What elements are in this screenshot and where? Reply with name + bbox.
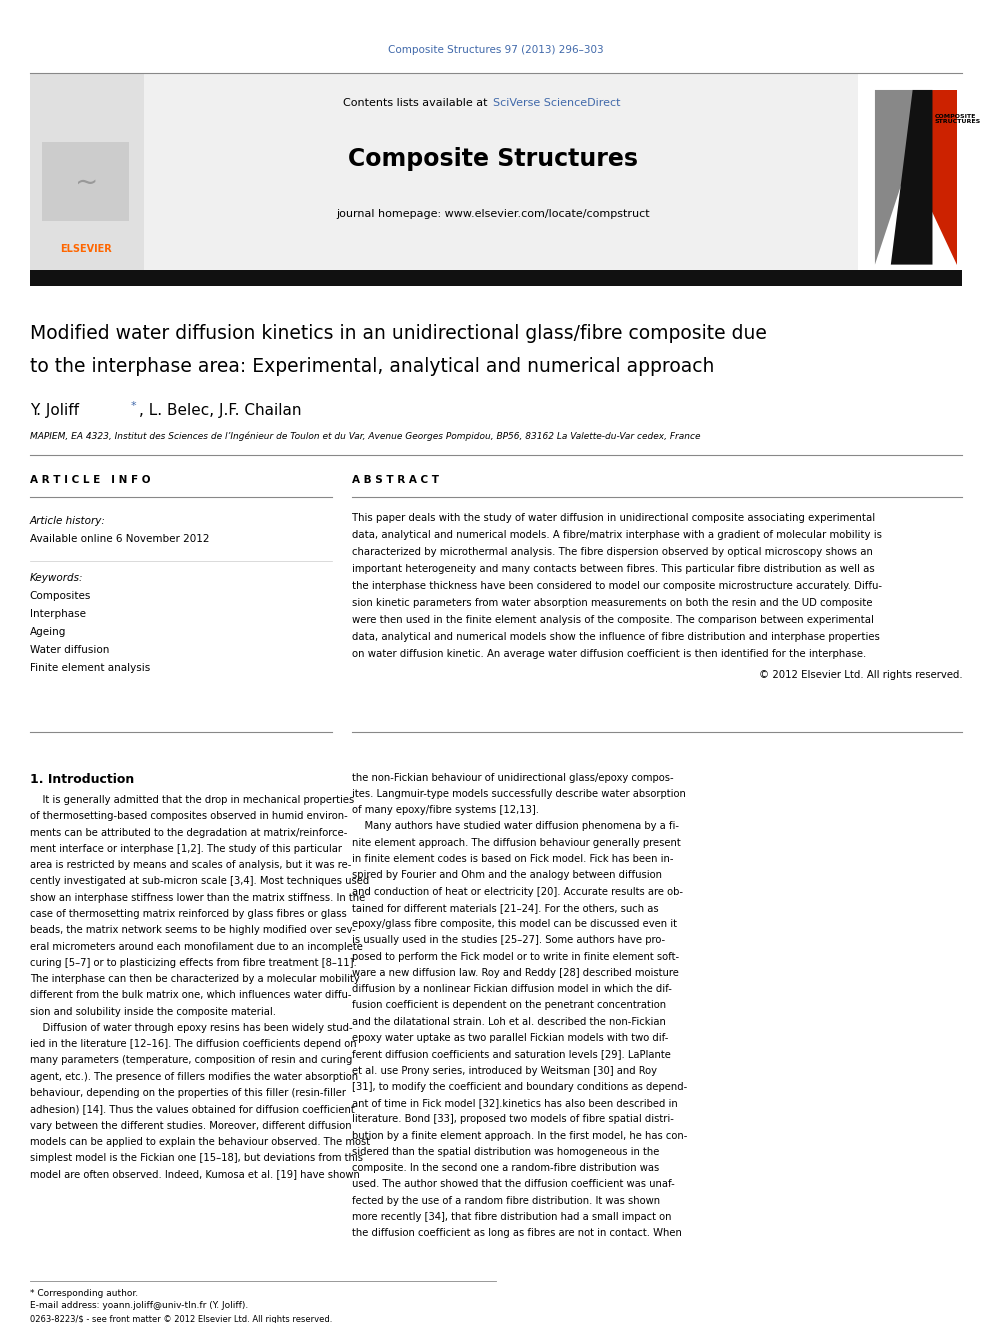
Text: area is restricted by means and scales of analysis, but it was re-: area is restricted by means and scales o… <box>30 860 351 871</box>
Bar <box>42 142 129 221</box>
Text: sion and solubility inside the composite material.: sion and solubility inside the composite… <box>30 1007 276 1016</box>
Text: diffusion by a nonlinear Fickian diffusion model in which the dif-: diffusion by a nonlinear Fickian diffusi… <box>352 984 672 994</box>
Text: Composite Structures 97 (2013) 296–303: Composite Structures 97 (2013) 296–303 <box>388 45 604 56</box>
Text: , L. Belec, J.F. Chailan: , L. Belec, J.F. Chailan <box>139 402 302 418</box>
Text: many parameters (temperature, composition of resin and curing: many parameters (temperature, compositio… <box>30 1056 352 1065</box>
Text: eral micrometers around each monofilament due to an incomplete: eral micrometers around each monofilamen… <box>30 942 363 951</box>
Text: fected by the use of a random fibre distribution. It was shown: fected by the use of a random fibre dist… <box>352 1196 661 1205</box>
Text: ied in the literature [12–16]. The diffusion coefficients depend on: ied in the literature [12–16]. The diffu… <box>30 1039 356 1049</box>
Text: Modified water diffusion kinetics in an unidirectional glass/fibre composite due: Modified water diffusion kinetics in an … <box>30 324 767 343</box>
Text: data, analytical and numerical models. A fibre/matrix interphase with a gradient: data, analytical and numerical models. A… <box>352 531 882 540</box>
Text: different from the bulk matrix one, which influences water diffu-: different from the bulk matrix one, whic… <box>30 991 351 1000</box>
Text: data, analytical and numerical models show the influence of fibre distribution a: data, analytical and numerical models sh… <box>352 632 880 642</box>
Bar <box>30 74 858 275</box>
Text: important heterogeneity and many contacts between fibres. This particular fibre : important heterogeneity and many contact… <box>352 564 875 574</box>
Text: SciVerse ScienceDirect: SciVerse ScienceDirect <box>493 98 621 108</box>
Text: ~: ~ <box>74 168 98 197</box>
Text: The interphase can then be characterized by a molecular mobility: The interphase can then be characterized… <box>30 974 359 984</box>
Text: ment interface or interphase [1,2]. The study of this particular: ment interface or interphase [1,2]. The … <box>30 844 342 853</box>
Bar <box>858 74 962 275</box>
Text: epoxy/glass fibre composite, this model can be discussed even it: epoxy/glass fibre composite, this model … <box>352 919 678 929</box>
Text: characterized by microthermal analysis. The fibre dispersion observed by optical: characterized by microthermal analysis. … <box>352 548 873 557</box>
Text: Contents lists available at: Contents lists available at <box>343 98 491 108</box>
Text: journal homepage: www.elsevier.com/locate/compstruct: journal homepage: www.elsevier.com/locat… <box>336 209 650 220</box>
Text: E-mail address: yoann.joliff@univ-tln.fr (Y. Joliff).: E-mail address: yoann.joliff@univ-tln.fr… <box>30 1301 248 1310</box>
Text: ments can be attributed to the degradation at matrix/reinforce-: ments can be attributed to the degradati… <box>30 828 347 837</box>
Text: fusion coefficient is dependent on the penetrant concentration: fusion coefficient is dependent on the p… <box>352 1000 667 1011</box>
Text: A B S T R A C T: A B S T R A C T <box>352 475 439 486</box>
Text: the diffusion coefficient as long as fibres are not in contact. When: the diffusion coefficient as long as fib… <box>352 1228 682 1238</box>
Text: cently investigated at sub-micron scale [3,4]. Most techniques used: cently investigated at sub-micron scale … <box>30 876 369 886</box>
Text: posed to perform the Fick model or to write in finite element soft-: posed to perform the Fick model or to wr… <box>352 951 680 962</box>
Text: COMPOSITE
STRUCTURES: COMPOSITE STRUCTURES <box>934 114 981 124</box>
Text: the non-Fickian behaviour of unidirectional glass/epoxy compos-: the non-Fickian behaviour of unidirectio… <box>352 773 674 783</box>
Text: Y. Joliff: Y. Joliff <box>30 402 78 418</box>
Text: beads, the matrix network seems to be highly modified over sev-: beads, the matrix network seems to be hi… <box>30 925 355 935</box>
Text: Ageing: Ageing <box>30 627 66 638</box>
Text: et al. use Prony series, introduced by Weitsman [30] and Roy: et al. use Prony series, introduced by W… <box>352 1065 657 1076</box>
Text: ELSEVIER: ELSEVIER <box>61 243 112 254</box>
Text: * Corresponding author.: * Corresponding author. <box>30 1289 138 1298</box>
Text: model are often observed. Indeed, Kumosa et al. [19] have shown: model are often observed. Indeed, Kumosa… <box>30 1170 360 1179</box>
Text: It is generally admitted that the drop in mechanical properties: It is generally admitted that the drop i… <box>30 795 354 806</box>
Text: of thermosetting-based composites observed in humid environ-: of thermosetting-based composites observ… <box>30 811 347 822</box>
Text: and the dilatational strain. Loh et al. described the non-Fickian: and the dilatational strain. Loh et al. … <box>352 1016 666 1027</box>
Polygon shape <box>875 90 932 265</box>
Text: tained for different materials [21–24]. For the others, such as: tained for different materials [21–24]. … <box>352 902 659 913</box>
Text: ferent diffusion coefficients and saturation levels [29]. LaPlante: ferent diffusion coefficients and satura… <box>352 1049 671 1060</box>
Text: composite. In the second one a random-fibre distribution was: composite. In the second one a random-fi… <box>352 1163 660 1174</box>
Text: in finite element codes is based on Fick model. Fick has been in-: in finite element codes is based on Fick… <box>352 853 674 864</box>
Text: Composite Structures: Composite Structures <box>348 147 638 171</box>
Text: 1. Introduction: 1. Introduction <box>30 773 134 786</box>
Text: ant of time in Fick model [32].kinetics has also been described in: ant of time in Fick model [32].kinetics … <box>352 1098 678 1109</box>
Text: the interphase thickness have been considered to model our composite microstruct: the interphase thickness have been consi… <box>352 581 882 591</box>
Polygon shape <box>891 90 932 265</box>
Text: simplest model is the Fickian one [15–18], but deviations from this: simplest model is the Fickian one [15–18… <box>30 1154 363 1163</box>
Text: *: * <box>131 401 137 411</box>
Text: of many epoxy/fibre systems [12,13].: of many epoxy/fibre systems [12,13]. <box>352 806 540 815</box>
Text: Many authors have studied water diffusion phenomena by a fi-: Many authors have studied water diffusio… <box>352 822 680 831</box>
Text: This paper deals with the study of water diffusion in unidirectional composite a: This paper deals with the study of water… <box>352 513 875 524</box>
Polygon shape <box>875 90 957 265</box>
Text: Water diffusion: Water diffusion <box>30 646 109 655</box>
Text: Available online 6 November 2012: Available online 6 November 2012 <box>30 534 209 545</box>
Text: show an interphase stiffness lower than the matrix stiffness. In the: show an interphase stiffness lower than … <box>30 893 365 902</box>
Text: ware a new diffusion law. Roy and Reddy [28] described moisture: ware a new diffusion law. Roy and Reddy … <box>352 968 680 978</box>
Text: nite element approach. The diffusion behaviour generally present: nite element approach. The diffusion beh… <box>352 837 681 848</box>
Text: Keywords:: Keywords: <box>30 573 83 583</box>
Text: sion kinetic parameters from water absorption measurements on both the resin and: sion kinetic parameters from water absor… <box>352 598 873 609</box>
Text: adhesion) [14]. Thus the values obtained for diffusion coefficient: adhesion) [14]. Thus the values obtained… <box>30 1105 354 1114</box>
Text: 0263-8223/$ - see front matter © 2012 Elsevier Ltd. All rights reserved.: 0263-8223/$ - see front matter © 2012 El… <box>30 1315 332 1323</box>
Text: Diffusion of water through epoxy resins has been widely stud-: Diffusion of water through epoxy resins … <box>30 1023 352 1033</box>
Text: models can be applied to explain the behaviour observed. The most: models can be applied to explain the beh… <box>30 1136 370 1147</box>
Text: agent, etc.). The presence of fillers modifies the water absorption: agent, etc.). The presence of fillers mo… <box>30 1072 358 1082</box>
Text: curing [5–7] or to plasticizing effects from fibre treatment [8–11].: curing [5–7] or to plasticizing effects … <box>30 958 356 968</box>
Text: © 2012 Elsevier Ltd. All rights reserved.: © 2012 Elsevier Ltd. All rights reserved… <box>759 669 962 680</box>
Text: to the interphase area: Experimental, analytical and numerical approach: to the interphase area: Experimental, an… <box>30 357 714 376</box>
Text: literature. Bond [33], proposed two models of fibre spatial distri-: literature. Bond [33], proposed two mode… <box>352 1114 674 1125</box>
Text: Interphase: Interphase <box>30 609 85 619</box>
Text: and conduction of heat or electricity [20]. Accurate results are ob-: and conduction of heat or electricity [2… <box>352 886 683 897</box>
Text: behaviour, depending on the properties of this filler (resin-filler: behaviour, depending on the properties o… <box>30 1088 346 1098</box>
Text: epoxy water uptake as two parallel Fickian models with two dif-: epoxy water uptake as two parallel Ficki… <box>352 1033 669 1043</box>
Text: [31], to modify the coefficient and boundary conditions as depend-: [31], to modify the coefficient and boun… <box>352 1082 687 1091</box>
Text: case of thermosetting matrix reinforced by glass fibres or glass: case of thermosetting matrix reinforced … <box>30 909 346 919</box>
Text: Composites: Composites <box>30 591 91 602</box>
Text: spired by Fourier and Ohm and the analogy between diffusion: spired by Fourier and Ohm and the analog… <box>352 871 663 880</box>
Text: vary between the different studies. Moreover, different diffusion: vary between the different studies. More… <box>30 1121 351 1131</box>
Text: bution by a finite element approach. In the first model, he has con-: bution by a finite element approach. In … <box>352 1131 687 1140</box>
Text: Finite element analysis: Finite element analysis <box>30 663 150 673</box>
Text: used. The author showed that the diffusion coefficient was unaf-: used. The author showed that the diffusi… <box>352 1179 675 1189</box>
Text: Article history:: Article history: <box>30 516 105 527</box>
Bar <box>30 270 962 286</box>
Text: on water diffusion kinetic. An average water diffusion coefficient is then ident: on water diffusion kinetic. An average w… <box>352 648 866 659</box>
Text: more recently [34], that fibre distribution had a small impact on: more recently [34], that fibre distribut… <box>352 1212 672 1222</box>
Text: sidered than the spatial distribution was homogeneous in the: sidered than the spatial distribution wa… <box>352 1147 660 1156</box>
Text: MAPIEM, EA 4323, Institut des Sciences de l’Ingénieur de Toulon et du Var, Avenu: MAPIEM, EA 4323, Institut des Sciences d… <box>30 431 700 442</box>
Text: ites. Langmuir-type models successfully describe water absorption: ites. Langmuir-type models successfully … <box>352 789 686 799</box>
Bar <box>30 74 144 275</box>
Text: were then used in the finite element analysis of the composite. The comparison b: were then used in the finite element ana… <box>352 615 874 624</box>
Text: is usually used in the studies [25–27]. Some authors have pro-: is usually used in the studies [25–27]. … <box>352 935 666 946</box>
Text: A R T I C L E   I N F O: A R T I C L E I N F O <box>30 475 150 486</box>
